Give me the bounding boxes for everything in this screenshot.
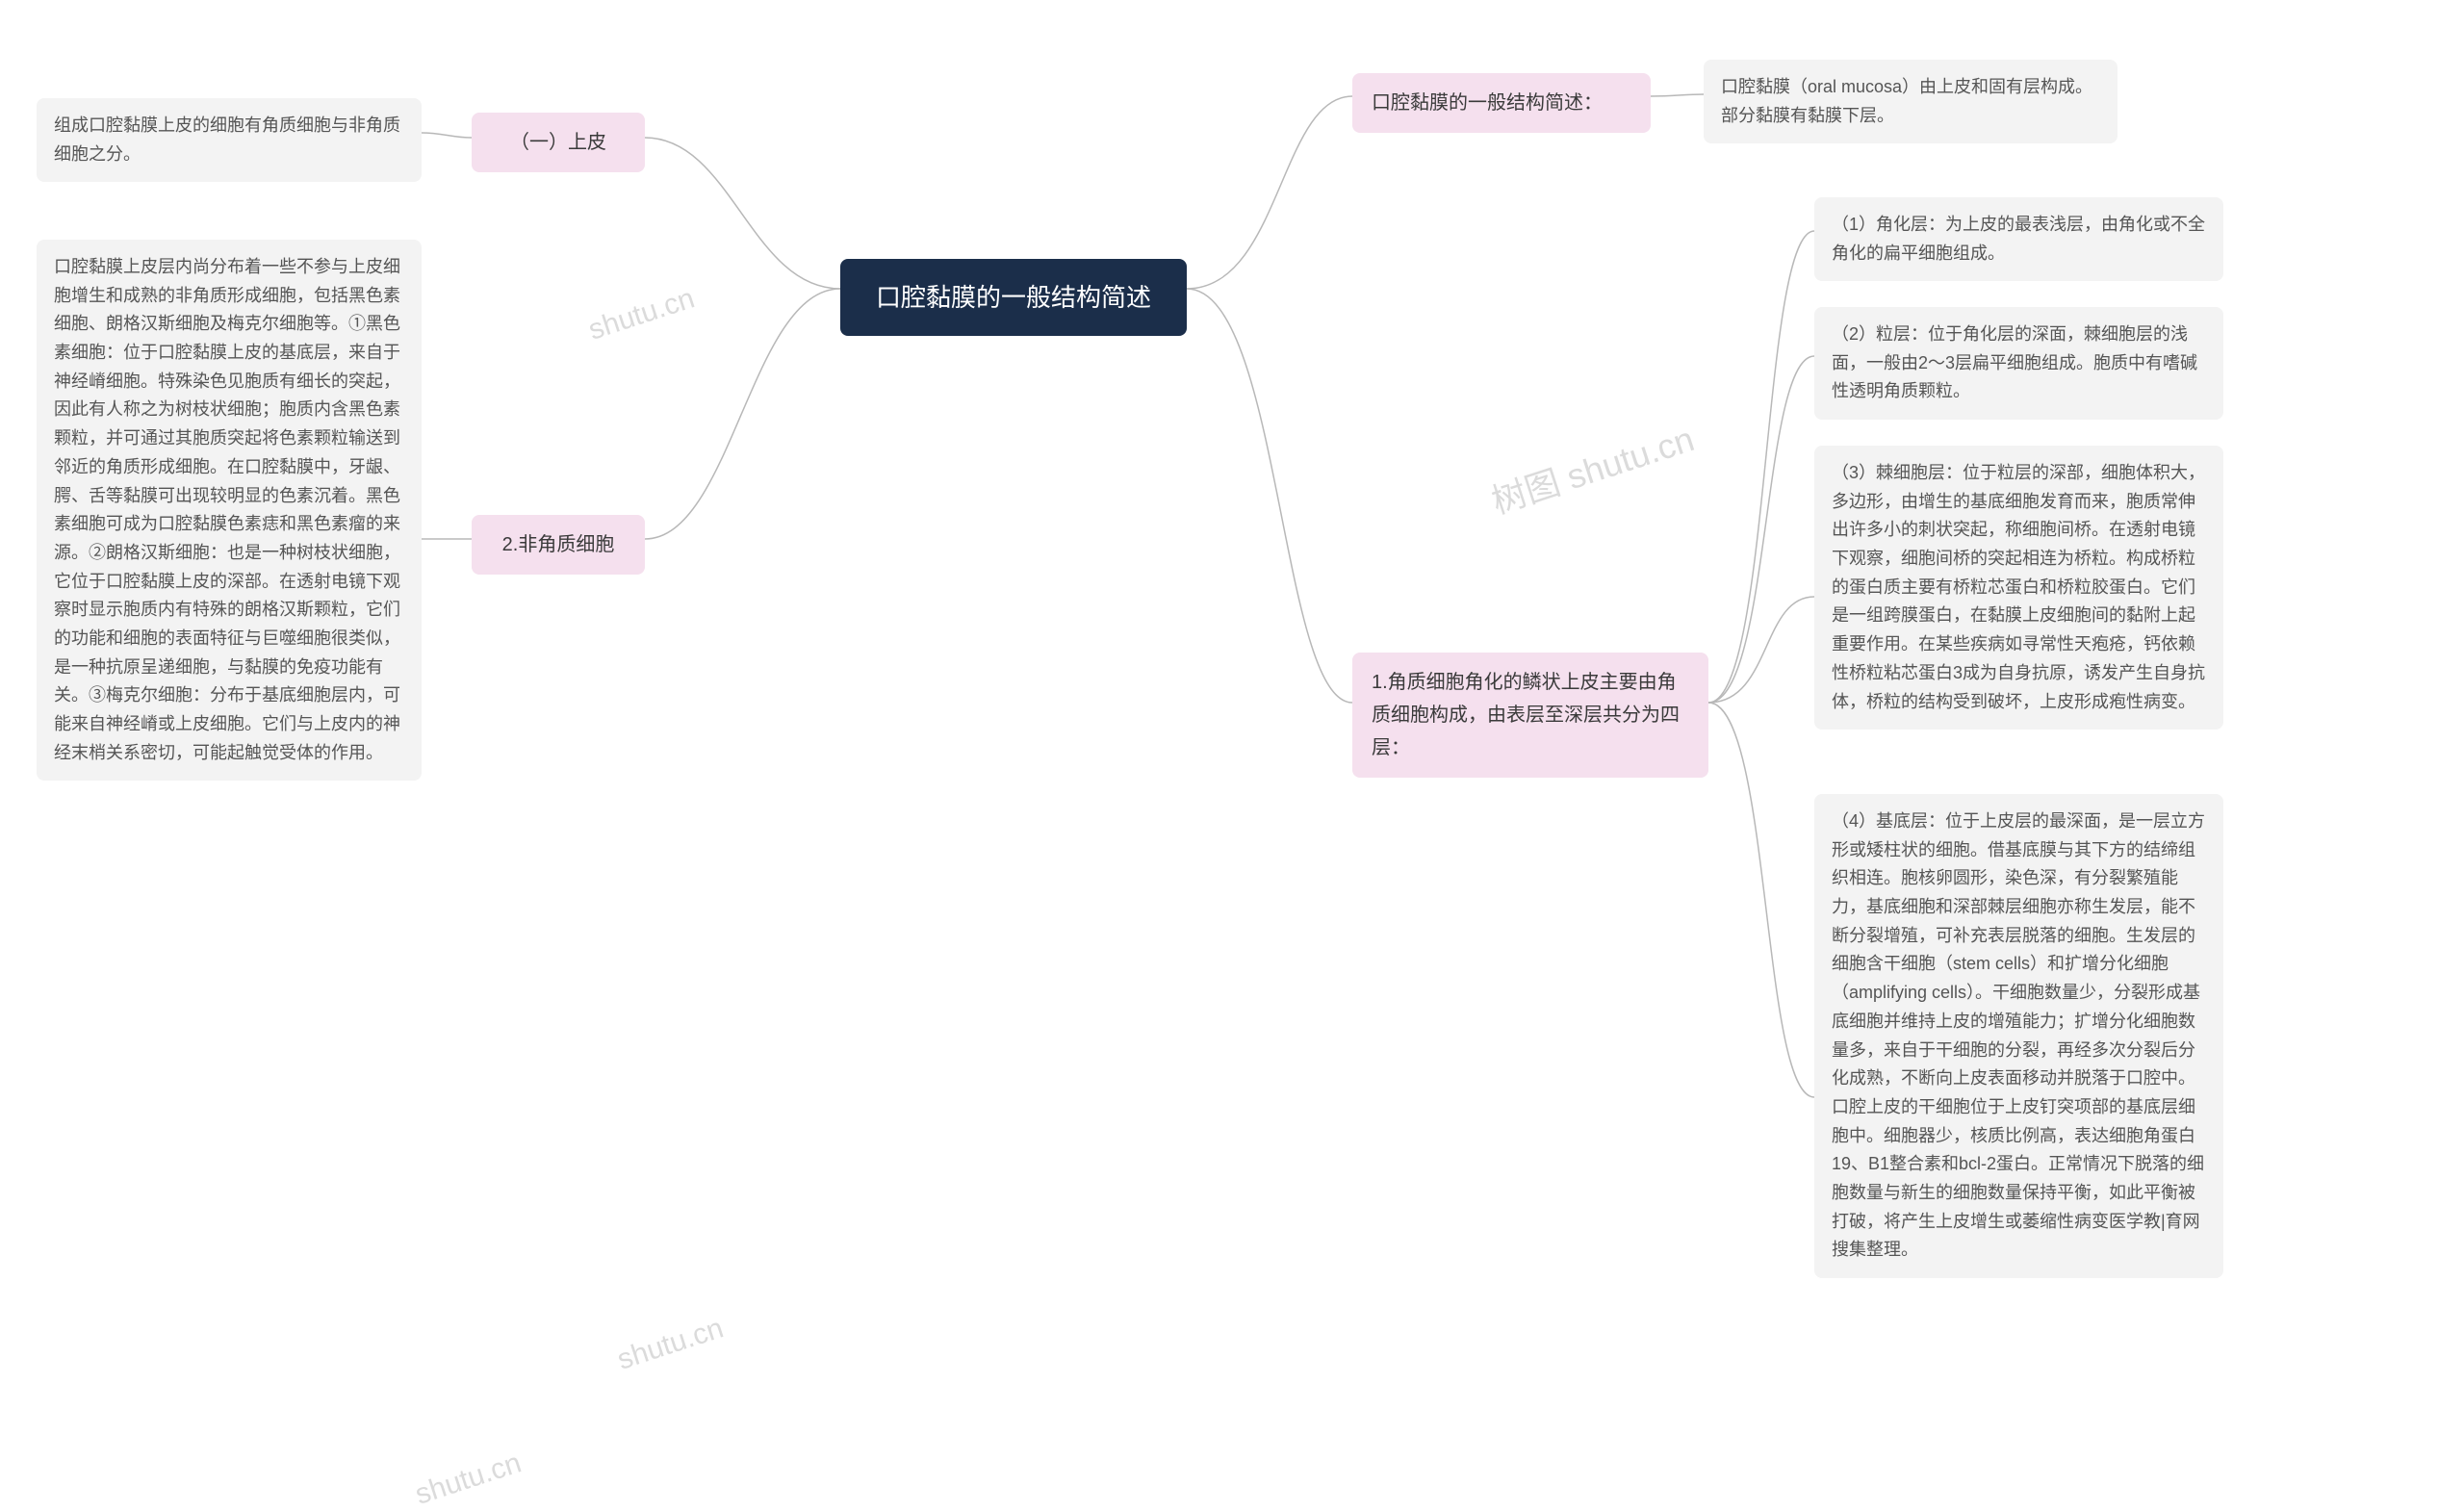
left-leaf-1-text: 组成口腔黏膜上皮的细胞有角质细胞与非角质细胞之分。	[54, 115, 400, 164]
right-leaf-c1-text: （1）角化层：为上皮的最表浅层，由角化或不全角化的扁平细胞组成。	[1832, 215, 2205, 263]
right-node-1[interactable]: 口腔黏膜的一般结构简述：	[1352, 73, 1651, 133]
root-label: 口腔黏膜的一般结构简述	[876, 283, 1151, 312]
right-leaf-c3: （3）棘细胞层：位于粒层的深部，细胞体积大，多边形，由增生的基底细胞发育而来，胞…	[1814, 446, 2223, 730]
right-leaf-c2-text: （2）粒层：位于角化层的深面，棘细胞层的浅面，一般由2～3层扁平细胞组成。胞质中…	[1832, 324, 2197, 400]
right-leaf-c1: （1）角化层：为上皮的最表浅层，由角化或不全角化的扁平细胞组成。	[1814, 197, 2223, 281]
left-node-1[interactable]: （一）上皮	[472, 113, 645, 172]
right-leaf-c2: （2）粒层：位于角化层的深面，棘细胞层的浅面，一般由2～3层扁平细胞组成。胞质中…	[1814, 307, 2223, 420]
left-node-2-label: 2.非角质细胞	[502, 534, 615, 555]
right-leaf-1: 口腔黏膜（oral mucosa）由上皮和固有层构成。部分黏膜有黏膜下层。	[1704, 60, 2118, 143]
root-node[interactable]: 口腔黏膜的一般结构简述	[840, 259, 1187, 336]
watermark: 树图 shutu.cn	[1484, 412, 1699, 525]
right-leaf-c4: （4）基底层：位于上皮层的最深面，是一层立方形或矮柱状的细胞。借基底膜与其下方的…	[1814, 794, 2223, 1278]
watermark: shutu.cn	[614, 1312, 728, 1376]
left-node-2[interactable]: 2.非角质细胞	[472, 515, 645, 575]
left-leaf-1: 组成口腔黏膜上皮的细胞有角质细胞与非角质细胞之分。	[37, 98, 422, 182]
right-node-2[interactable]: 1.角质细胞角化的鳞状上皮主要由角质细胞构成，由表层至深层共分为四层：	[1352, 653, 1708, 778]
right-node-2-label: 1.角质细胞角化的鳞状上皮主要由角质细胞构成，由表层至深层共分为四层：	[1372, 672, 1680, 758]
right-leaf-1-text: 口腔黏膜（oral mucosa）由上皮和固有层构成。部分黏膜有黏膜下层。	[1721, 77, 2092, 125]
left-leaf-2-text: 口腔黏膜上皮层内尚分布着一些不参与上皮细胞增生和成熟的非角质形成细胞，包括黑色素…	[54, 257, 400, 762]
left-node-1-label: （一）上皮	[510, 132, 606, 153]
right-node-1-label: 口腔黏膜的一般结构简述：	[1372, 92, 1603, 114]
right-leaf-c3-text: （3）棘细胞层：位于粒层的深部，细胞体积大，多边形，由增生的基底细胞发育而来，胞…	[1832, 463, 2205, 711]
left-leaf-2: 口腔黏膜上皮层内尚分布着一些不参与上皮细胞增生和成熟的非角质形成细胞，包括黑色素…	[37, 240, 422, 781]
watermark: shutu.cn	[412, 1447, 526, 1511]
watermark: shutu.cn	[585, 282, 699, 346]
right-leaf-c4-text: （4）基底层：位于上皮层的最深面，是一层立方形或矮柱状的细胞。借基底膜与其下方的…	[1832, 811, 2205, 1259]
